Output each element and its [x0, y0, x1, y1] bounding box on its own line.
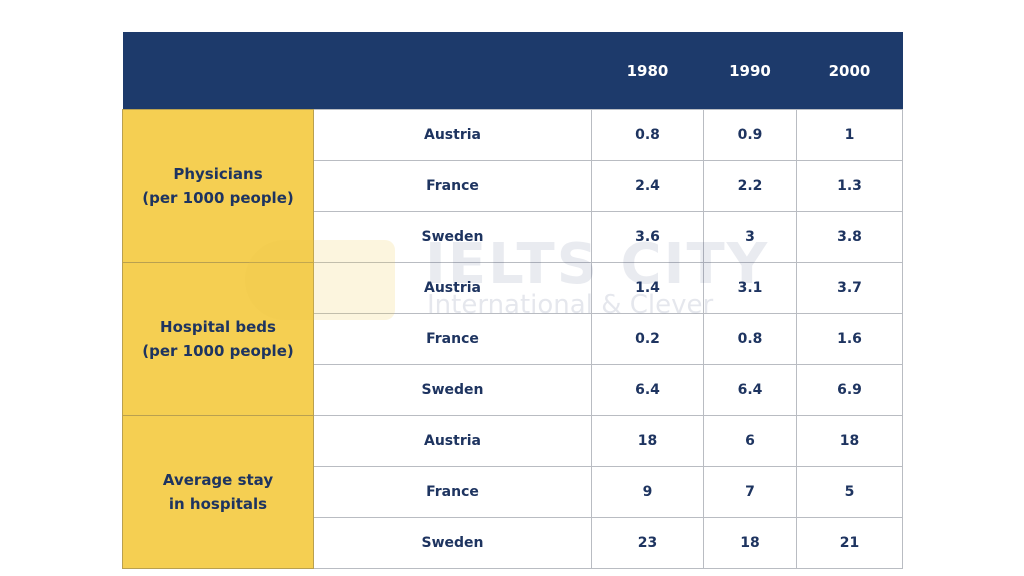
value-cell: 6	[703, 415, 797, 467]
header-row: 1980 1990 2000	[122, 32, 903, 110]
value-cell: 18	[796, 415, 903, 467]
header-empty-group	[122, 32, 314, 110]
table-row: Physicians (per 1000 people) Austria 0.8…	[122, 109, 903, 263]
table-row: Hospital beds (per 1000 people) Austria …	[122, 262, 903, 416]
value-cell: 18	[591, 415, 704, 467]
value-cell: 9	[591, 466, 704, 518]
header-year: 1980	[591, 32, 704, 110]
group-label-hospital-beds: Hospital beds (per 1000 people)	[122, 262, 314, 416]
value-cell: 0.9	[703, 109, 797, 161]
group-label-average-stay: Average stay in hospitals	[122, 415, 314, 569]
country-cell: Austria	[313, 262, 592, 314]
group-label-line1: Average stay	[162, 471, 274, 489]
country-cell: Austria	[313, 415, 592, 467]
group-label-line2: in hospitals	[168, 495, 268, 513]
value-cell: 6.4	[591, 364, 704, 416]
value-cell: 2.2	[703, 160, 797, 212]
value-cell: 3	[703, 211, 797, 263]
value-cell: 6.4	[703, 364, 797, 416]
value-cell: 1.3	[796, 160, 903, 212]
group-label-line1: Hospital beds	[160, 318, 276, 336]
table-row: France 9 7 5	[123, 466, 903, 518]
table-row: Sweden 3.6 3 3.8	[123, 211, 903, 263]
value-cell: 1.6	[796, 313, 903, 365]
value-cell: 0.8	[591, 109, 704, 161]
header-year: 2000	[796, 32, 903, 110]
table-row: Sweden 23 18 21	[123, 517, 903, 569]
country-cell: Sweden	[313, 364, 592, 416]
group-label-physicians: Physicians (per 1000 people)	[122, 109, 314, 263]
table-row: France 2.4 2.2 1.3	[123, 160, 903, 212]
value-cell: 5	[796, 466, 903, 518]
value-cell: 7	[703, 466, 797, 518]
country-cell: Sweden	[313, 211, 592, 263]
country-cell: Sweden	[313, 517, 592, 569]
table-row: Average stay in hospitals Austria 18 6 1…	[122, 415, 903, 569]
data-table-container: 1980 1990 2000 Physicians (per 1000 peop…	[122, 32, 903, 569]
value-cell: 3.7	[796, 262, 903, 314]
country-cell: France	[313, 160, 592, 212]
value-cell: 6.9	[796, 364, 903, 416]
value-cell: 3.6	[591, 211, 704, 263]
value-cell: 0.8	[703, 313, 797, 365]
value-cell: 1	[796, 109, 903, 161]
group-label-line1: Physicians	[173, 165, 263, 183]
table-row: France 0.2 0.8 1.6	[123, 313, 903, 365]
group-label-line2: (per 1000 people)	[142, 189, 294, 207]
value-cell: 23	[591, 517, 704, 569]
value-cell: 21	[796, 517, 903, 569]
value-cell: 0.2	[591, 313, 704, 365]
header-empty-country	[313, 32, 592, 110]
value-cell: 3.1	[703, 262, 797, 314]
group-label-line2: (per 1000 people)	[142, 342, 294, 360]
header-year: 1990	[703, 32, 797, 110]
data-table: 1980 1990 2000 Physicians (per 1000 peop…	[122, 32, 903, 569]
value-cell: 1.4	[591, 262, 704, 314]
country-cell: Austria	[313, 109, 592, 161]
value-cell: 18	[703, 517, 797, 569]
value-cell: 2.4	[591, 160, 704, 212]
value-cell: 3.8	[796, 211, 903, 263]
country-cell: France	[313, 313, 592, 365]
country-cell: France	[313, 466, 592, 518]
